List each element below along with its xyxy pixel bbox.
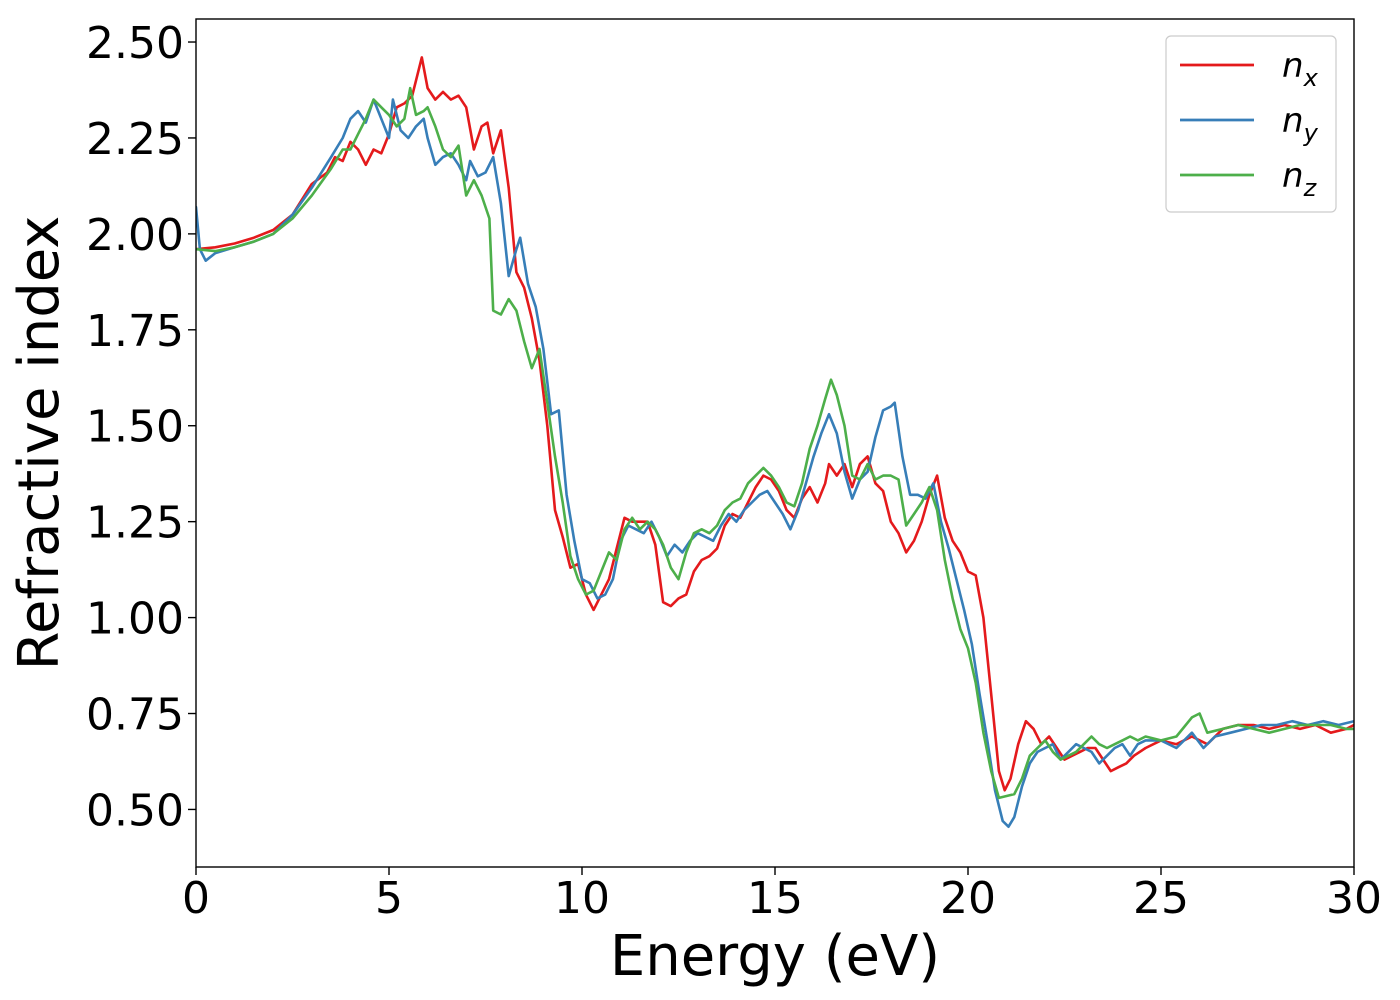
legend-label-ny: ny	[1282, 101, 1319, 147]
legend: nx ny nz	[1165, 35, 1337, 213]
y-tick-label: 1.25	[86, 498, 184, 549]
y-tick-label: 0.75	[86, 690, 184, 741]
y-tick-label: 1.75	[86, 306, 184, 357]
y-axis-title: Refractive index	[7, 216, 72, 671]
x-tick-label: 25	[1133, 873, 1189, 924]
x-tick-label: 30	[1326, 873, 1382, 924]
y-tick-label: 2.25	[86, 114, 184, 165]
y-axis-ticks: 0.50 0.75 1.00 1.25 1.50 1.75 2.00 2.25 2.50	[86, 18, 196, 836]
y-tick-label: 2.00	[86, 210, 184, 261]
x-axis-title: Energy (eV)	[610, 924, 940, 989]
series-line-nz	[196, 86, 1354, 800]
x-tick-label: 10	[554, 873, 610, 924]
y-tick-label: 2.50	[86, 18, 184, 69]
x-tick-label: 0	[182, 873, 210, 924]
y-tick-label: 0.50	[86, 785, 184, 836]
series-line-ny	[196, 98, 1354, 828]
legend-frame	[1165, 35, 1337, 213]
x-tick-label: 5	[375, 873, 403, 924]
y-tick-label: 1.00	[86, 594, 184, 645]
y-tick-label: 1.50	[86, 402, 184, 453]
x-axis-ticks: 0 5 10 15 20 25 30	[182, 867, 1382, 924]
x-tick-label: 20	[940, 873, 996, 924]
legend-label-nz: nz	[1282, 156, 1318, 202]
x-tick-label: 15	[747, 873, 803, 924]
legend-label-nx: nx	[1282, 46, 1319, 92]
series-layer	[196, 56, 1354, 828]
